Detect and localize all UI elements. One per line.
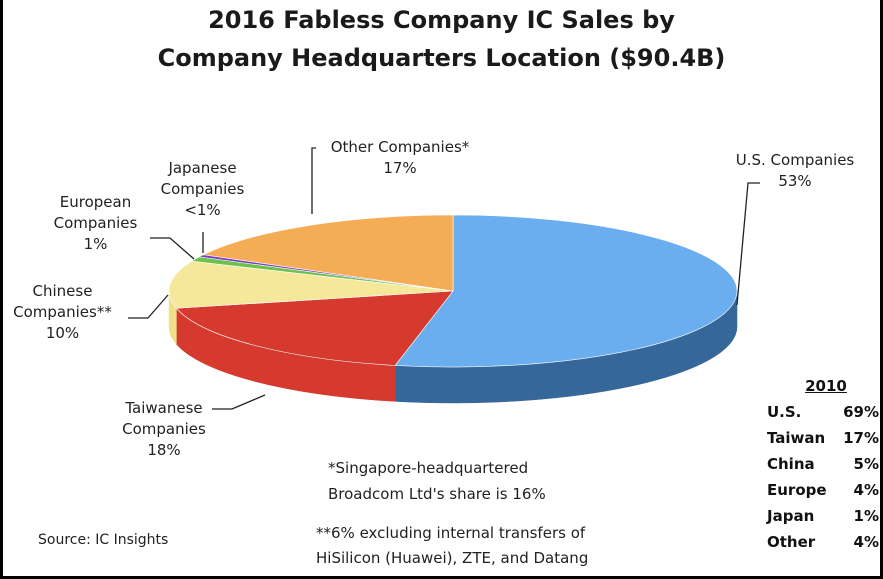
leader-lines	[128, 147, 760, 410]
row-value: 1%	[853, 507, 879, 525]
source-note: Source: IC Insights	[38, 532, 169, 548]
row-name: Other	[767, 533, 816, 551]
slice-label-other: Other Companies* 17%	[330, 138, 470, 177]
chart-title: 2016 Fabless Company IC Sales by	[208, 6, 675, 34]
table-2010-row: Japan 1%	[767, 503, 879, 529]
slice-label-china: Chinese Companies** 10%	[13, 282, 112, 342]
table-2010: 2010 U.S. 69% Taiwan 17% China 5% Europe 4% …	[767, 373, 879, 555]
table-2010-row: U.S. 69%	[767, 399, 879, 425]
row-value: 69%	[843, 403, 879, 421]
row-name: Europe	[767, 481, 827, 499]
slice-label-japan: Japanese Companies <1%	[160, 159, 245, 219]
table-2010-row: Europe 4%	[767, 477, 879, 503]
footnote-hisilicon-1: **6% excluding internal transfers of	[316, 524, 586, 542]
row-value: 4%	[853, 481, 879, 499]
row-name: Taiwan	[767, 429, 826, 447]
row-name: China	[767, 455, 815, 473]
slice-label-us: U.S. Companies 53%	[735, 151, 855, 190]
footnote-singapore-1: *Singapore-headquartered	[328, 459, 529, 477]
pie-slice-china	[168, 260, 454, 309]
row-name: U.S.	[767, 403, 802, 421]
table-2010-row: Other 4%	[767, 529, 879, 555]
table-2010-header: 2010	[805, 377, 847, 395]
pie-slice-other	[202, 214, 454, 292]
table-2010-row: Taiwan 17%	[767, 425, 879, 451]
leader-line-europe	[150, 237, 195, 260]
leader-line-other	[311, 147, 316, 214]
table-2010-row: China 5%	[767, 451, 879, 477]
chart-subtitle: Company Headquarters Location ($90.4B)	[157, 44, 726, 72]
row-name: Japan	[767, 507, 815, 525]
slice-label-taiwan: Taiwanese Companies 18%	[122, 399, 206, 459]
leader-line-us	[736, 182, 760, 306]
pie-tops	[168, 214, 738, 368]
pie-slice-taiwan	[175, 290, 454, 366]
footnote-singapore-2: Broadcom Ltd's share is 16%	[328, 485, 546, 503]
pie-slice-us	[394, 214, 738, 368]
row-value: 4%	[853, 533, 879, 551]
footnote-hisilicon-2: HiSilicon (Huawei), ZTE, and Datang	[316, 549, 589, 567]
leader-line-china	[128, 294, 169, 319]
leader-line-taiwan	[212, 394, 266, 410]
row-value: 5%	[853, 455, 879, 473]
slice-label-europe: European Companies 1%	[53, 193, 138, 253]
row-value: 17%	[843, 429, 879, 447]
